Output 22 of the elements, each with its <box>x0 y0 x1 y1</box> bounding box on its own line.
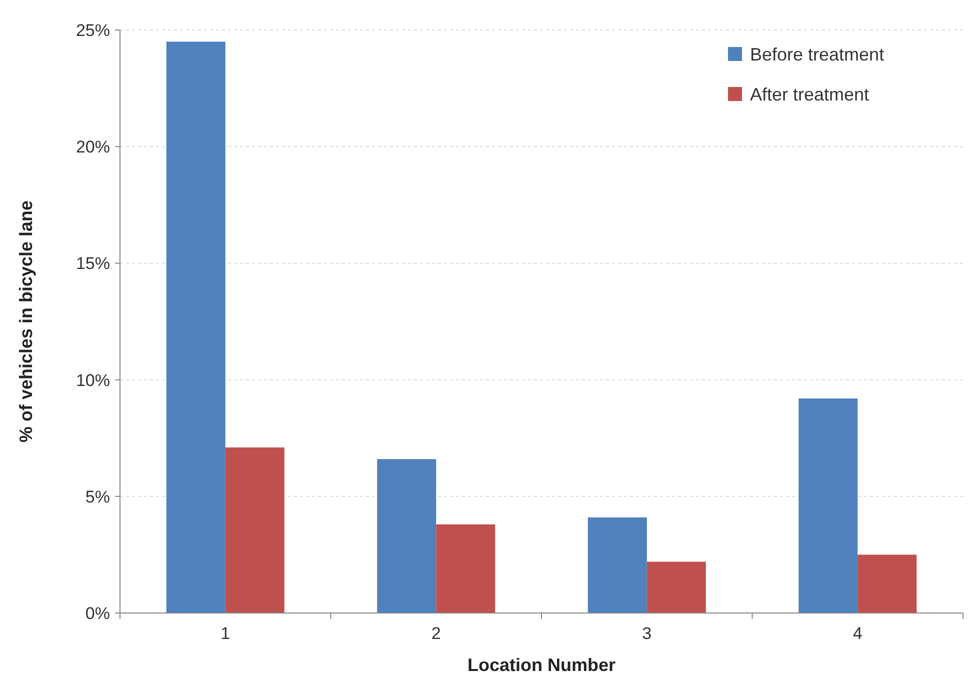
y-tick-label: 10% <box>76 370 110 390</box>
y-tick-label: 25% <box>76 20 110 40</box>
y-tick-label: 20% <box>76 138 110 157</box>
x-tick-label: 4 <box>852 624 862 643</box>
bar <box>436 524 496 613</box>
y-tick-label: 5% <box>85 487 110 506</box>
y-tick-label: 0% <box>85 604 110 623</box>
bar <box>798 398 858 613</box>
x-tick-label: 2 <box>431 624 441 643</box>
bar <box>646 562 706 613</box>
x-tick-label: 1 <box>220 624 230 643</box>
bar <box>377 459 436 613</box>
legend-label: After treatment <box>750 84 870 104</box>
bar <box>166 42 226 613</box>
legend-label: Before treatment <box>750 44 884 64</box>
y-tick-label: 15% <box>76 254 110 274</box>
x-axis-title: Location Number <box>467 655 616 675</box>
y-axis-title: % of vehicles in bicycle lane <box>16 200 36 443</box>
bar <box>858 554 917 613</box>
bar <box>225 447 284 613</box>
bar <box>588 517 647 613</box>
x-tick-label: 3 <box>642 624 652 643</box>
